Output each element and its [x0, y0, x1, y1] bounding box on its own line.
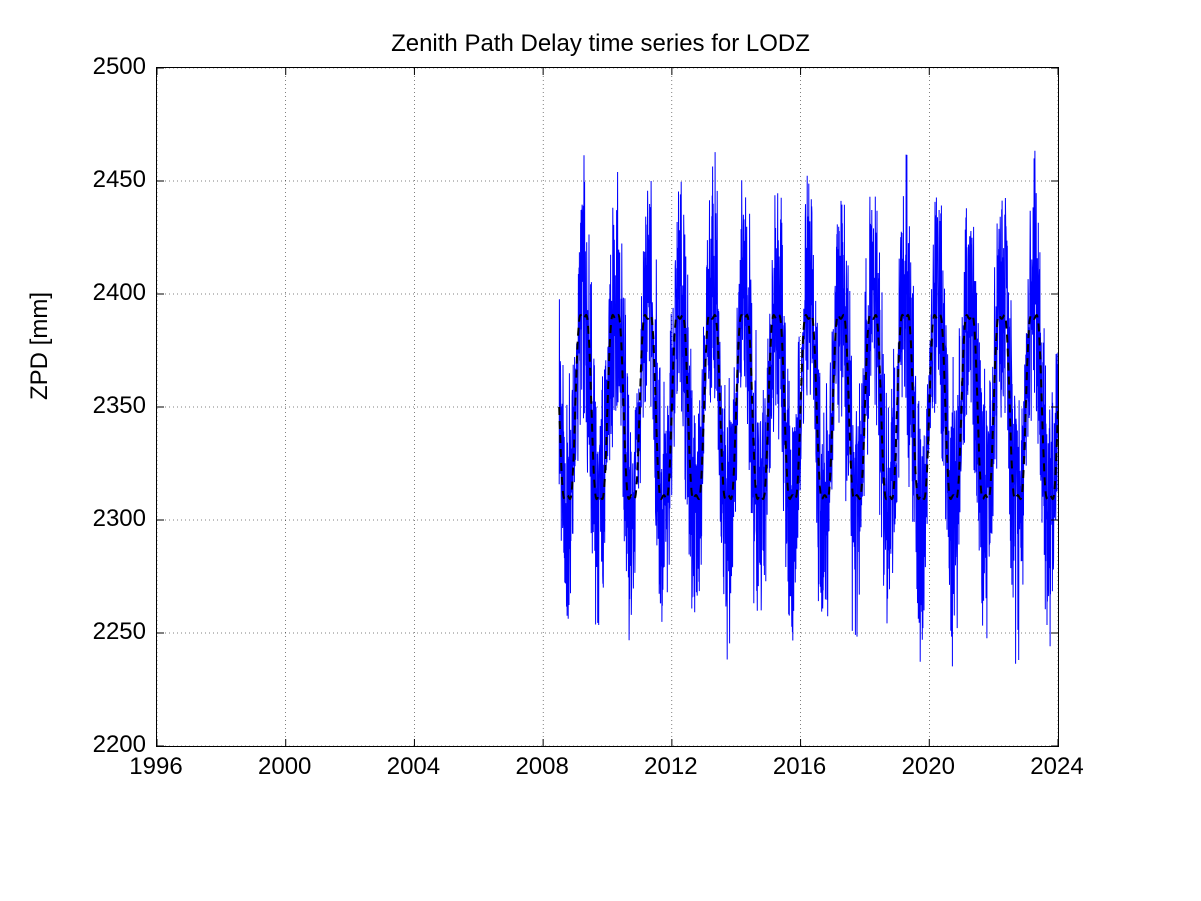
x-tick-label: 2012 — [644, 753, 697, 781]
y-tick-label: 2300 — [76, 505, 146, 533]
series-lines — [559, 151, 1058, 667]
x-tick-label: 2024 — [1030, 753, 1083, 781]
y-tick-label: 2250 — [76, 618, 146, 646]
y-tick-label: 2400 — [76, 279, 146, 307]
y-tick-label: 2450 — [76, 166, 146, 194]
zpd-data-series — [559, 151, 1058, 667]
x-tick-label: 2004 — [387, 753, 440, 781]
x-tick-label: 2008 — [515, 753, 568, 781]
y-axis-label: ZPD [mm] — [26, 292, 54, 400]
plot-area — [156, 67, 1059, 747]
y-tick-label: 2500 — [76, 53, 146, 81]
plot-svg — [157, 68, 1058, 746]
chart-container: Zenith Path Delay time series for LODZ Z… — [0, 0, 1201, 901]
y-tick-label: 2350 — [76, 392, 146, 420]
x-tick-label: 2020 — [902, 753, 955, 781]
x-tick-label: 2016 — [773, 753, 826, 781]
x-tick-label: 2000 — [258, 753, 311, 781]
y-tick-label: 2200 — [76, 731, 146, 759]
chart-title: Zenith Path Delay time series for LODZ — [0, 30, 1201, 58]
